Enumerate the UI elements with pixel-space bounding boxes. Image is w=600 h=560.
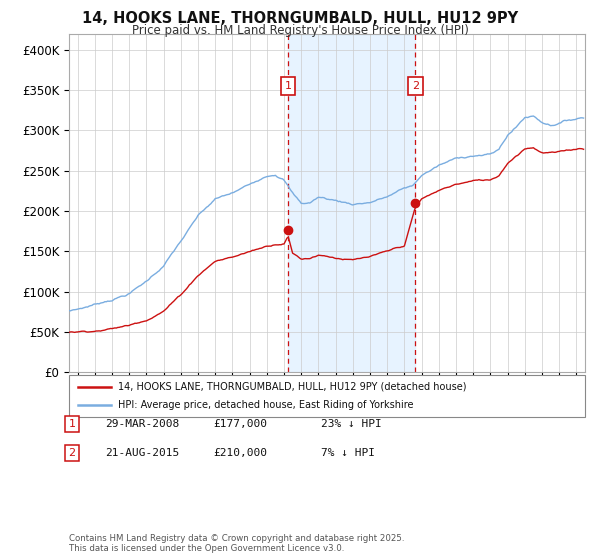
Text: 23% ↓ HPI: 23% ↓ HPI [321,419,382,429]
Bar [288,34,415,372]
Text: 14, HOOKS LANE, THORNGUMBALD, HULL, HU12 9PY (detached house): 14, HOOKS LANE, THORNGUMBALD, HULL, HU12… [118,382,467,392]
Text: 2: 2 [412,81,419,91]
Text: 14, HOOKS LANE, THORNGUMBALD, HULL, HU12 9PY: 14, HOOKS LANE, THORNGUMBALD, HULL, HU12… [82,11,518,26]
Text: 29-MAR-2008: 29-MAR-2008 [105,419,179,429]
Text: 2: 2 [68,448,76,458]
Text: 1: 1 [284,81,292,91]
Text: 21-AUG-2015: 21-AUG-2015 [105,448,179,458]
Text: Contains HM Land Registry data © Crown copyright and database right 2025.
This d: Contains HM Land Registry data © Crown c… [69,534,404,553]
Text: 1: 1 [68,419,76,429]
Text: 7% ↓ HPI: 7% ↓ HPI [321,448,375,458]
Text: HPI: Average price, detached house, East Riding of Yorkshire: HPI: Average price, detached house, East… [118,400,414,410]
Text: Price paid vs. HM Land Registry's House Price Index (HPI): Price paid vs. HM Land Registry's House … [131,24,469,36]
Text: £177,000: £177,000 [213,419,267,429]
Text: £210,000: £210,000 [213,448,267,458]
